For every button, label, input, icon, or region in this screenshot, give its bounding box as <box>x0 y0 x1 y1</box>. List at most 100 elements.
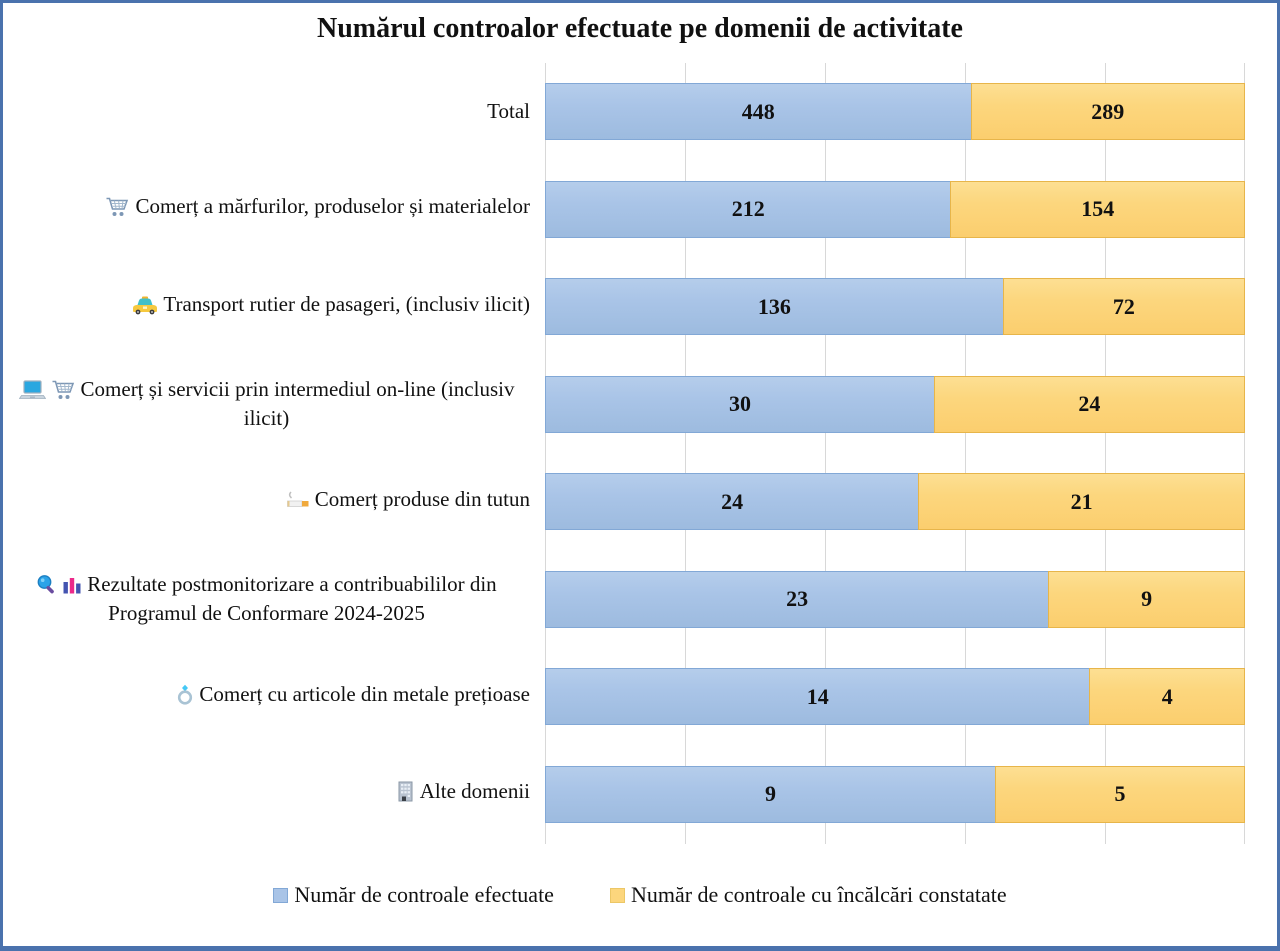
bar-segment-incalcari[interactable]: 154 <box>950 180 1245 238</box>
table-row: Comerț cu articole din metale prețioase … <box>3 648 1277 746</box>
category-label: Comerț și servicii prin intermediul on-l… <box>3 377 545 432</box>
category-label-text: Comerț a mărfurilor, produselor și mater… <box>135 194 530 219</box>
value-label: 154 <box>1081 196 1115 222</box>
bar-segment-efectuate[interactable]: 448 <box>545 83 971 141</box>
value-label: 136 <box>757 293 791 319</box>
category-label: Comerț cu articole din metale prețioase <box>3 682 545 712</box>
bar-cell: 448 289 <box>545 63 1245 161</box>
bar-segment-efectuate[interactable]: 14 <box>545 668 1090 726</box>
bar-segment-incalcari[interactable]: 72 <box>1002 278 1245 336</box>
bar-segment-incalcari[interactable]: 289 <box>970 83 1245 141</box>
gridline <box>1244 63 1245 844</box>
gridline <box>825 63 826 844</box>
building-icon <box>396 781 415 809</box>
stacked-bar[interactable]: 23 9 <box>545 570 1245 628</box>
bar-segment-efectuate[interactable]: 30 <box>545 375 934 433</box>
category-icons <box>105 194 135 218</box>
ring-icon <box>176 684 194 712</box>
cigarette-icon <box>286 491 310 517</box>
bar-segment-efectuate[interactable]: 136 <box>545 278 1003 336</box>
value-label: 4 <box>1161 683 1173 709</box>
chart-title: Numărul controalor efectuate pe domenii … <box>317 13 963 44</box>
bar-segment-incalcari[interactable]: 9 <box>1048 570 1245 628</box>
value-label: 23 <box>786 586 809 612</box>
category-label: Comerț a mărfurilor, produselor și mater… <box>3 194 545 224</box>
table-row: Comerț a mărfurilor, produselor și mater… <box>3 161 1277 259</box>
category-icons <box>36 572 87 596</box>
category-icons <box>176 682 199 706</box>
category-label-text: Comerț și servicii prin intermediul on-l… <box>80 376 515 431</box>
table-row: Total 448 289 <box>3 63 1277 161</box>
value-label: 24 <box>721 488 744 514</box>
gridline <box>685 63 686 844</box>
bar-segment-incalcari[interactable]: 5 <box>995 765 1245 823</box>
stacked-bar[interactable]: 14 4 <box>545 668 1245 726</box>
bar-segment-efectuate[interactable]: 23 <box>545 570 1049 628</box>
category-label-text: Alte domenii <box>419 779 530 804</box>
plot-area: Total 448 289 Comerț a mărfurilor, produ… <box>3 63 1277 843</box>
value-label: 30 <box>728 391 751 417</box>
stacked-bar[interactable]: 212 154 <box>545 180 1245 238</box>
category-label-text: Comerț produse din tutun <box>314 486 530 511</box>
magnifier-icon <box>36 574 57 602</box>
bar-cell: 136 72 <box>545 258 1245 356</box>
bar-cell: 14 4 <box>545 648 1245 746</box>
bar-segment-efectuate[interactable]: 212 <box>545 180 951 238</box>
value-label: 72 <box>1112 293 1135 319</box>
category-label-text: Total <box>487 98 530 123</box>
category-icons <box>18 377 81 401</box>
value-label: 9 <box>1141 586 1153 612</box>
cart-icon <box>105 196 130 224</box>
category-label: Transport rutier de pasageri, (inclusiv … <box>3 292 545 322</box>
value-label: 289 <box>1091 98 1125 124</box>
legend: Număr de controale efectuate Număr de co… <box>3 879 1277 911</box>
table-row: Comerț produse din tutun 24 21 <box>3 453 1277 551</box>
category-icons <box>396 779 420 803</box>
value-label: 9 <box>765 781 776 807</box>
taxi-icon <box>132 296 158 322</box>
stacked-bar[interactable]: 136 72 <box>545 278 1245 336</box>
bar-segment-incalcari[interactable]: 4 <box>1089 668 1245 726</box>
category-label-text: Comerț cu articole din metale prețioase <box>199 681 530 706</box>
table-row: Comerț și servicii prin intermediul on-l… <box>3 356 1277 454</box>
bar-chart-icon <box>62 575 82 602</box>
legend-swatch-blue-icon <box>273 887 289 903</box>
category-label: Comerț produse din tutun <box>3 487 545 517</box>
category-icons <box>286 487 315 511</box>
bar-segment-incalcari[interactable]: 21 <box>918 473 1245 531</box>
stacked-bar[interactable]: 24 21 <box>545 473 1245 531</box>
value-label: 212 <box>731 196 765 222</box>
stacked-bar[interactable]: 30 24 <box>545 375 1245 433</box>
bar-cell: 23 9 <box>545 551 1245 649</box>
value-label: 14 <box>806 683 829 709</box>
grid-layer <box>545 63 1246 844</box>
bar-segment-efectuate[interactable]: 9 <box>545 765 995 823</box>
category-label: Total <box>3 99 545 125</box>
gridline <box>965 63 966 844</box>
bar-cell: 24 21 <box>545 453 1245 551</box>
value-label: 24 <box>1078 391 1101 417</box>
legend-label: Număr de controale cu încălcări constata… <box>630 882 1007 907</box>
value-label: 448 <box>741 98 775 124</box>
value-label: 21 <box>1070 488 1093 514</box>
bar-cell: 212 154 <box>545 161 1245 259</box>
legend-item-incalcari[interactable]: Număr de controale cu încălcări constata… <box>609 882 1007 908</box>
gridline <box>545 63 546 844</box>
table-row: Transport rutier de pasageri, (inclusiv … <box>3 258 1277 356</box>
stacked-bar[interactable]: 9 5 <box>545 765 1245 823</box>
stacked-bar[interactable]: 448 289 <box>545 83 1245 141</box>
cart-icon <box>51 379 76 407</box>
bar-cell: 9 5 <box>545 746 1245 844</box>
category-label-text: Rezultate postmonitorizare a contribuabi… <box>87 571 497 626</box>
legend-label: Număr de controale efectuate <box>294 882 554 907</box>
bar-segment-efectuate[interactable]: 24 <box>545 473 919 531</box>
category-label-text: Transport rutier de pasageri, (inclusiv … <box>163 291 530 316</box>
legend-swatch-yellow-icon <box>609 887 625 903</box>
laptop-icon <box>18 380 46 407</box>
legend-item-efectuate[interactable]: Număr de controale efectuate <box>273 882 554 908</box>
category-icons <box>132 292 163 316</box>
category-label: Alte domenii <box>3 779 545 809</box>
value-label: 5 <box>1114 781 1126 807</box>
bar-segment-incalcari[interactable]: 24 <box>933 375 1245 433</box>
